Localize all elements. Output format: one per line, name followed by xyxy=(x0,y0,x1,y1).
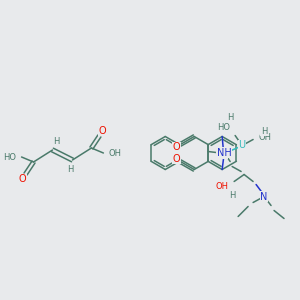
Text: OH: OH xyxy=(108,148,122,158)
Text: O: O xyxy=(172,142,180,152)
Text: HO: HO xyxy=(217,123,230,132)
Text: H: H xyxy=(229,191,235,200)
Text: HO: HO xyxy=(4,152,16,161)
Text: U: U xyxy=(238,140,246,151)
Text: H: H xyxy=(67,166,74,175)
Text: O: O xyxy=(99,126,106,136)
Text: O: O xyxy=(19,174,26,184)
Text: OH: OH xyxy=(215,182,228,191)
Text: NH: NH xyxy=(217,148,232,158)
Text: H: H xyxy=(227,113,233,122)
Text: OH: OH xyxy=(258,133,271,142)
Text: N: N xyxy=(260,191,268,202)
Text: H: H xyxy=(53,136,60,146)
Text: N: N xyxy=(220,148,228,158)
Text: H: H xyxy=(261,127,267,136)
Text: O: O xyxy=(172,154,180,164)
